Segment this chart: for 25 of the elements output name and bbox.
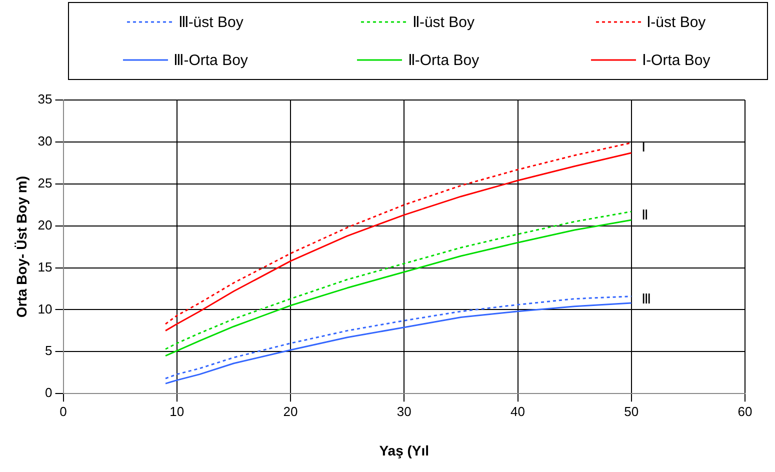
y-tick-label: 5 (45, 343, 52, 358)
annotation: Ⅲ (641, 290, 652, 307)
y-tick-label: 0 (45, 385, 52, 400)
x-tick-label: 10 (170, 404, 184, 419)
y-tick-label: 10 (38, 301, 52, 316)
legend-label: Ⅱ-üst Boy (412, 13, 474, 31)
x-tick-label: 0 (60, 404, 67, 419)
y-axis-title: Orta Boy- Üst Boy m) (13, 176, 30, 318)
y-tick-label: 25 (38, 175, 52, 190)
legend-label: Ⅲ-Orta Boy (174, 51, 248, 69)
legend-label: Ⅰ-Orta Boy (642, 51, 710, 69)
x-tick-label: 40 (510, 404, 525, 419)
y-tick-label: 20 (38, 217, 52, 232)
x-axis-title: Yaş (Yıl (379, 442, 430, 458)
legend-label: Ⅱ-Orta Boy (408, 51, 480, 69)
y-tick-label: 35 (38, 92, 52, 107)
x-tick-label: 50 (624, 404, 639, 419)
legend-label: Ⅰ-üst Boy (646, 13, 706, 31)
x-tick-label: 20 (283, 404, 298, 419)
x-tick-label: 30 (396, 404, 412, 419)
x-tick-label: 60 (738, 404, 752, 419)
legend-label: Ⅲ-üst Boy (178, 13, 244, 31)
annotation: Ⅱ (641, 206, 648, 223)
y-tick-label: 30 (38, 134, 52, 149)
y-tick-label: 15 (38, 259, 52, 274)
